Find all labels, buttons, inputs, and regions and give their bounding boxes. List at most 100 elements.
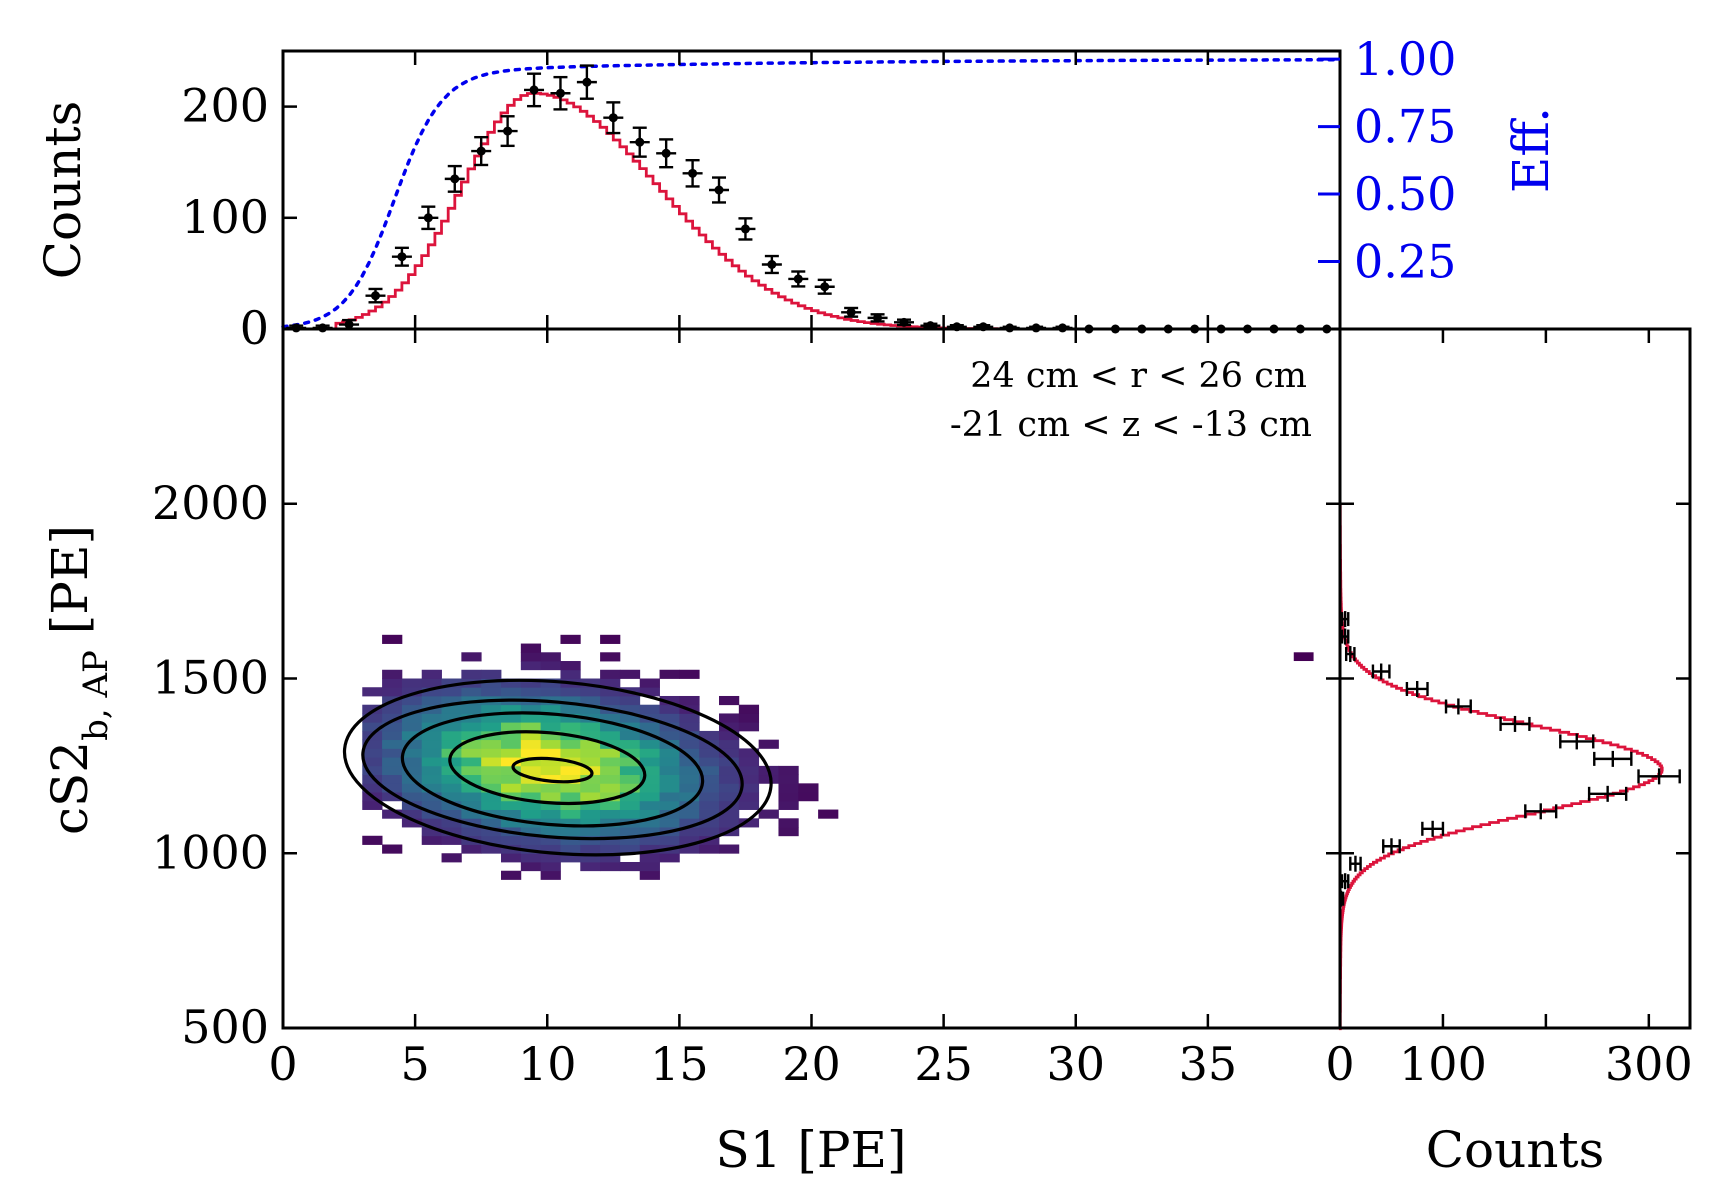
heatmap-cell	[719, 792, 740, 802]
heatmap-cell	[362, 722, 383, 732]
heatmap-cell	[580, 800, 601, 810]
heatmap-cell	[778, 774, 799, 784]
heatmap-cell	[1293, 652, 1314, 662]
heatmap-cell	[619, 704, 641, 714]
right-data-point	[1340, 873, 1350, 890]
heatmap-cell	[639, 818, 660, 828]
top-point-marker	[767, 260, 777, 270]
heatmap-cell	[719, 757, 740, 767]
heatmap-cell	[580, 757, 601, 767]
heatmap-cell	[619, 757, 641, 767]
heatmap-cell	[362, 748, 383, 758]
heatmap-cell	[639, 722, 660, 732]
heatmap-cell	[540, 827, 561, 837]
top-data-point	[471, 135, 492, 167]
heatmap-cell	[639, 809, 660, 819]
heatmap-cell	[520, 643, 542, 653]
heatmap-cell	[520, 800, 542, 810]
annotation-depth: -21 cm < z < -13 cm	[950, 405, 1312, 445]
heatmap-cell	[659, 792, 680, 802]
heatmap-cell	[639, 853, 660, 863]
heatmap-cell	[520, 792, 542, 802]
heatmap-cell	[520, 809, 542, 819]
heatmap-cell	[501, 800, 522, 810]
top-point-marker	[873, 313, 883, 323]
heatmap-cell	[501, 765, 522, 776]
heatmap-cell	[501, 730, 522, 741]
main-x-tick-label: 25	[914, 1037, 973, 1091]
heatmap-cell	[362, 713, 383, 723]
heatmap-cell	[580, 827, 601, 837]
heatmap-cell	[659, 748, 680, 758]
heatmap-cell	[501, 748, 522, 758]
main-xlabel: S1 [PE]	[715, 1121, 906, 1179]
heatmap-cell	[639, 748, 660, 758]
heatmap-cell	[580, 722, 601, 732]
top-point-marker	[503, 126, 513, 136]
heatmap-cell	[382, 687, 403, 697]
heatmap-cell	[659, 695, 680, 706]
top-point-marker	[476, 146, 486, 156]
efficiency-tick-label: 0.50	[1354, 167, 1456, 221]
heatmap-cell	[441, 809, 462, 819]
heatmap-cell	[818, 809, 839, 819]
heatmap-cell	[580, 748, 601, 758]
heatmap-cell	[520, 765, 542, 776]
heatmap-cell	[600, 722, 621, 732]
heatmap-cell	[481, 669, 502, 679]
heatmap-cell	[441, 687, 462, 697]
main-y-tick-label: 1500	[152, 651, 269, 705]
top-data-point	[735, 217, 756, 241]
heatmap-cell	[560, 704, 581, 714]
heatmap-cell	[619, 835, 641, 845]
heatmap-cell	[580, 861, 601, 872]
heatmap-cell	[540, 661, 561, 671]
heatmap-cell	[481, 792, 502, 802]
heatmap-cell	[520, 739, 542, 749]
heatmap-cell	[639, 835, 660, 845]
heatmap-cell	[461, 739, 482, 749]
heatmap-cell	[560, 818, 581, 828]
top-data-point	[497, 115, 518, 148]
heatmap-cell	[540, 730, 561, 741]
heatmap-cell	[719, 722, 740, 732]
heatmap-cell	[639, 827, 660, 837]
main-x-tick-label: 20	[782, 1037, 841, 1091]
heatmap-cell	[461, 652, 482, 662]
heatmap-cell	[719, 695, 740, 706]
heatmap-cell	[560, 827, 581, 837]
heatmap-cell	[619, 774, 641, 784]
right-data-point	[1587, 785, 1628, 802]
heatmap-cell	[699, 783, 720, 793]
heatmap-cell	[738, 704, 760, 714]
top-data-point	[550, 75, 571, 111]
heatmap-cell	[679, 774, 700, 784]
efficiency-tick-label: 0.75	[1354, 100, 1456, 154]
heatmap-cell	[758, 809, 779, 819]
heatmap-cell	[441, 774, 462, 784]
top-point-marker	[582, 77, 592, 87]
top-point-marker	[635, 137, 645, 147]
heatmap-cell	[540, 809, 561, 819]
heatmap-cell	[401, 757, 423, 767]
right-xlabel: Counts	[1426, 1121, 1605, 1179]
heatmap-cell	[639, 861, 660, 872]
heatmap-cell	[659, 774, 680, 784]
heatmap-cell	[639, 844, 660, 854]
heatmap-cell	[560, 835, 581, 845]
heatmap-cell	[520, 730, 542, 741]
heatmap-cell	[441, 783, 462, 793]
heatmap-cell	[441, 730, 462, 741]
heatmap-cell	[600, 783, 621, 793]
heatmap-cell	[382, 669, 403, 679]
heatmap-cell	[520, 757, 542, 767]
contour-line	[342, 678, 773, 857]
top-point-marker	[344, 320, 354, 330]
right-data-point	[1499, 715, 1531, 732]
heatmap-cell	[600, 844, 621, 854]
heatmap-cell	[679, 844, 700, 854]
heatmap-cell	[481, 800, 502, 810]
heatmap-cell	[619, 783, 641, 793]
heatmap-cell	[600, 713, 621, 723]
heatmap-cell	[679, 783, 700, 793]
